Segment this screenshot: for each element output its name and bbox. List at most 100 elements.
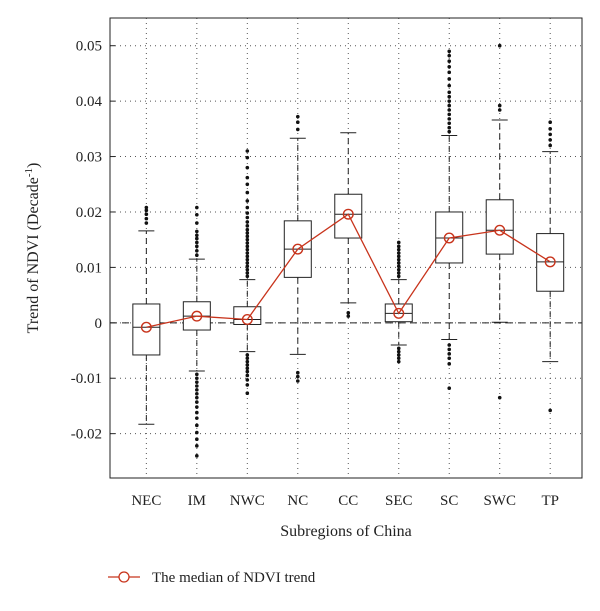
outlier-point xyxy=(396,267,401,272)
outlier-point xyxy=(447,53,452,58)
outlier-point xyxy=(295,374,300,379)
outlier-point xyxy=(396,254,401,259)
outlier-point xyxy=(245,261,250,265)
outlier-point xyxy=(548,127,552,131)
outlier-point xyxy=(245,211,250,215)
outlier-point xyxy=(295,379,300,383)
y-axis-label: Trend of NDVI (Decade-1) xyxy=(23,163,42,334)
outlier-point xyxy=(195,437,199,442)
outlier-point xyxy=(447,108,452,112)
outlier-point xyxy=(245,264,250,269)
box-sc xyxy=(435,49,464,391)
outlier-point xyxy=(447,77,452,81)
x-tick-label: TP xyxy=(541,493,559,509)
outlier-point xyxy=(447,49,452,54)
outlier-point xyxy=(396,240,401,245)
outlier-point xyxy=(195,400,199,404)
outlier-point xyxy=(245,378,250,382)
outlier-point xyxy=(447,70,452,75)
outlier-point xyxy=(195,388,199,392)
legend: The median of NDVI trend xyxy=(108,570,316,586)
outlier-point xyxy=(195,236,199,241)
outlier-point xyxy=(295,370,300,375)
outlier-point xyxy=(497,43,502,48)
outlier-point xyxy=(195,253,199,258)
outlier-point xyxy=(245,224,250,228)
y-tick-label: 0.02 xyxy=(76,205,102,221)
x-tick-label: NWC xyxy=(230,493,265,509)
outlier-point xyxy=(396,359,401,364)
outlier-point xyxy=(447,347,452,352)
outlier-point xyxy=(245,383,250,387)
outlier-point xyxy=(447,386,452,391)
outlier-point xyxy=(396,244,401,249)
outlier-point xyxy=(548,143,552,148)
outlier-point xyxy=(195,454,199,458)
outlier-point xyxy=(144,212,149,216)
iqr-box xyxy=(132,303,161,356)
outlier-point xyxy=(245,182,250,187)
box-tp xyxy=(536,120,565,413)
iqr-box xyxy=(233,306,262,325)
outlier-point xyxy=(447,356,452,361)
outlier-point xyxy=(447,112,452,117)
outlier-point xyxy=(447,99,452,103)
iqr-box xyxy=(485,199,514,255)
median-marker xyxy=(342,208,354,220)
y-tick-label: 0.05 xyxy=(76,39,102,55)
outlier-point xyxy=(245,237,250,242)
box-sec xyxy=(384,240,413,364)
outlier-point xyxy=(295,120,300,124)
outlier-point xyxy=(396,261,401,265)
y-tick-label: 0.04 xyxy=(76,94,103,110)
median-marker xyxy=(292,243,304,255)
median-line-layer xyxy=(140,208,556,333)
outlier-point xyxy=(245,274,250,279)
outlier-point xyxy=(497,108,502,112)
outlier-point xyxy=(396,274,401,279)
outlier-point xyxy=(195,212,199,217)
box-im xyxy=(182,205,211,458)
outlier-point xyxy=(447,362,452,366)
outlier-point xyxy=(497,103,502,108)
median-marker xyxy=(191,310,203,322)
outlier-point xyxy=(396,247,401,252)
outlier-point xyxy=(195,444,199,448)
outlier-point xyxy=(195,372,199,377)
outlier-point xyxy=(245,391,250,396)
outlier-point xyxy=(245,241,250,245)
outlier-point xyxy=(245,267,250,272)
outlier-point xyxy=(396,346,401,351)
outlier-point xyxy=(548,408,552,413)
iqr-box xyxy=(536,233,565,292)
y-axis-label-superscript: -1 xyxy=(23,168,35,177)
outlier-point xyxy=(144,208,149,213)
legend-label: The median of NDVI trend xyxy=(152,570,316,586)
outlier-point xyxy=(245,369,250,374)
plot-frame xyxy=(109,17,583,479)
box-nwc xyxy=(233,149,262,396)
outlier-point xyxy=(396,353,401,357)
box-nc xyxy=(283,114,312,383)
outlier-point xyxy=(346,311,351,315)
outlier-point xyxy=(447,83,452,88)
outlier-point xyxy=(396,264,401,269)
outlier-point xyxy=(396,349,401,354)
outlier-point xyxy=(245,175,250,180)
outlier-point xyxy=(245,251,250,255)
outlier-point xyxy=(245,359,250,364)
outlier-point xyxy=(447,64,452,69)
median-marker xyxy=(443,232,455,244)
outlier-point xyxy=(396,271,401,275)
outlier-point xyxy=(548,132,552,137)
outlier-point xyxy=(245,199,250,203)
outlier-point xyxy=(548,138,552,142)
outlier-point xyxy=(195,380,199,384)
y-axis-label-main: Trend of NDVI (Decade xyxy=(25,177,42,333)
outlier-point xyxy=(447,103,452,108)
box-cc xyxy=(334,132,363,318)
box-nec xyxy=(132,205,161,425)
outlier-point xyxy=(195,240,199,245)
outlier-point xyxy=(447,125,452,130)
